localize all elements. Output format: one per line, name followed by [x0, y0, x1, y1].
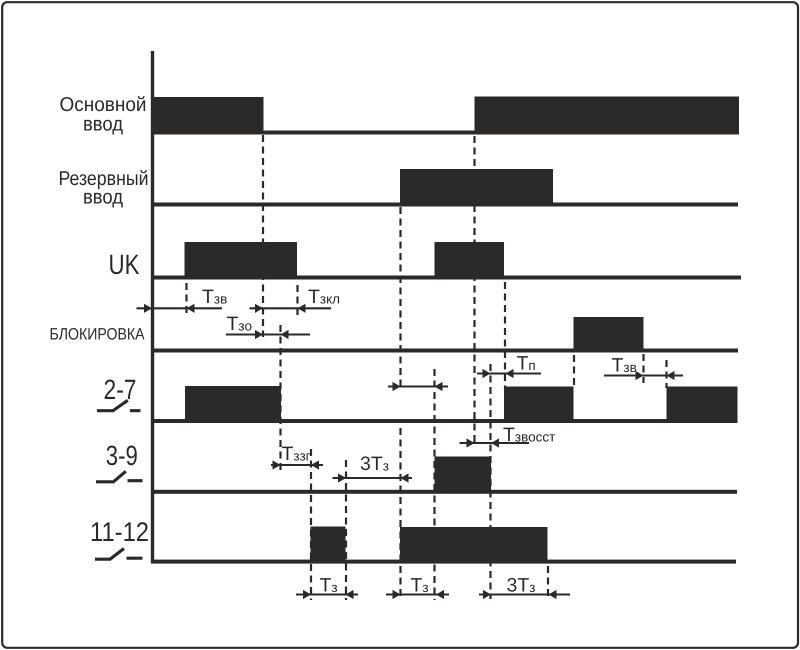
svg-text:Тзо: Тзо [227, 313, 252, 335]
svg-text:ввод: ввод [83, 187, 123, 209]
svg-text:БЛОКИРОВКА: БЛОКИРОВКА [50, 326, 145, 344]
svg-text:3-9: 3-9 [106, 440, 138, 471]
svg-text:3Тз: 3Тз [360, 453, 389, 475]
svg-text:UK: UK [109, 249, 140, 280]
svg-text:Тз: Тз [320, 575, 338, 597]
svg-text:ввод: ввод [83, 114, 123, 136]
svg-text:Тззг: Тззг [282, 443, 311, 465]
svg-text:Тзвосст: Тзвосст [503, 424, 555, 446]
svg-text:11-12: 11-12 [90, 517, 149, 547]
svg-text:Тзв: Тзв [202, 286, 227, 308]
svg-text:2-7: 2-7 [104, 374, 137, 405]
svg-text:Резервный: Резервный [59, 168, 149, 190]
svg-text:3Тз: 3Тз [507, 575, 536, 597]
svg-text:Тзкл: Тзкл [308, 286, 340, 308]
svg-text:Тп: Тп [517, 353, 536, 375]
svg-text:Основной: Основной [60, 94, 147, 116]
svg-text:Тзв: Тзв [612, 355, 637, 377]
svg-text:Тз: Тз [411, 575, 429, 597]
